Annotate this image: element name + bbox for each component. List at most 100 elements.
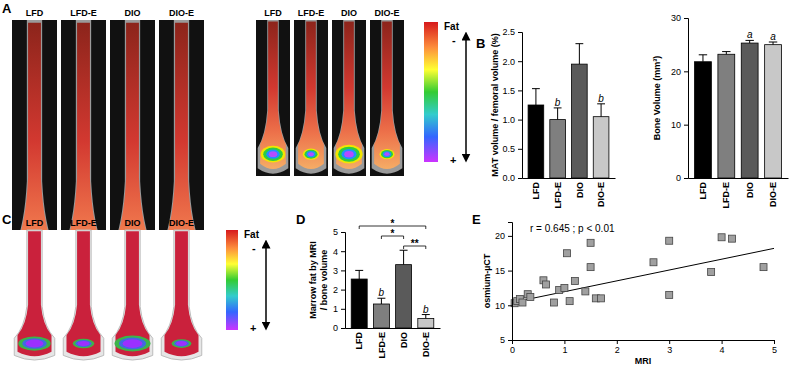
bone-image xyxy=(256,20,290,176)
tick-mark xyxy=(518,90,522,91)
fat-region xyxy=(383,151,391,157)
tick-label: 5 xyxy=(333,227,338,237)
bone xyxy=(296,20,327,174)
point xyxy=(543,281,550,288)
axis-line xyxy=(513,341,775,345)
error-bar xyxy=(597,104,605,117)
scatter-chart: 5101520012345MRIr = 0.645 ; p < 0.01 xyxy=(495,223,777,366)
tick-mark xyxy=(684,178,688,179)
tick-mark xyxy=(341,290,345,291)
bone xyxy=(372,20,403,174)
marrow-overlay xyxy=(260,22,286,170)
y-axis: 0.00.51.01.52.02.5 xyxy=(502,27,522,183)
point xyxy=(666,291,673,298)
fat-region xyxy=(304,150,317,159)
axis-line xyxy=(346,328,441,329)
fat-region xyxy=(174,340,189,347)
bar xyxy=(593,117,609,178)
error-bar xyxy=(769,42,777,45)
bar xyxy=(741,43,758,178)
tick-mark xyxy=(684,125,688,126)
axis-title: Bone Volume (mm³) xyxy=(652,56,662,140)
error-bar xyxy=(745,40,753,43)
tick-mark xyxy=(341,309,345,310)
fat-region xyxy=(115,336,151,352)
tick-label: LFD xyxy=(698,182,708,200)
image-label: LFD xyxy=(26,218,44,228)
tick: 0 xyxy=(676,173,688,183)
fat-region xyxy=(18,336,50,350)
marrow-overlay xyxy=(164,231,198,356)
point xyxy=(598,295,605,302)
bars xyxy=(528,44,609,178)
tick-mark xyxy=(518,32,522,33)
tick-label: LFD-E xyxy=(553,182,563,209)
colorbar-top: - xyxy=(252,242,256,254)
fat-region xyxy=(119,338,146,350)
image-label: LFD-E xyxy=(298,8,325,18)
fat-region xyxy=(22,338,46,349)
point xyxy=(527,293,534,300)
image-label: LFD-E xyxy=(70,8,97,18)
tick-label: 20 xyxy=(671,67,681,77)
image-background xyxy=(61,230,106,362)
image-label: DIO-E xyxy=(169,218,194,228)
y-axis: 0102030 xyxy=(671,13,689,183)
fat-region xyxy=(123,339,143,348)
tick-label: 0.0 xyxy=(502,173,515,183)
bar xyxy=(418,318,434,328)
tick-label: DIO xyxy=(399,332,409,348)
tick-mark xyxy=(669,340,670,344)
tick: 2.5 xyxy=(502,27,522,37)
fat-region xyxy=(307,151,316,157)
colorbar-bottom: + xyxy=(250,322,256,334)
fat-region xyxy=(342,149,357,159)
bar xyxy=(718,54,735,178)
bar xyxy=(351,279,367,328)
tick: 30 xyxy=(671,13,688,23)
tick-label: 1.0 xyxy=(502,115,515,125)
axis-title: MAT volume / femoral volume (%) xyxy=(490,33,500,176)
point xyxy=(519,299,526,306)
bone-image xyxy=(110,230,155,362)
colorbar-arrow xyxy=(465,36,467,158)
panel-c: LFDLFD-EDIODIO-E xyxy=(12,218,204,362)
bone xyxy=(334,20,365,174)
bone-image xyxy=(370,20,404,176)
point xyxy=(561,284,568,291)
colorbar: Fat-+ xyxy=(226,229,266,334)
y-axis: 5101520 xyxy=(495,223,513,346)
tick-label: DIO xyxy=(745,182,755,198)
fat-region xyxy=(380,149,395,159)
image-background xyxy=(256,20,290,176)
bars xyxy=(351,250,434,328)
colorbar-title: Fat xyxy=(444,21,460,32)
bar xyxy=(373,304,389,328)
fat-region xyxy=(381,150,393,158)
tick-label: 5 xyxy=(772,345,777,355)
error-bar xyxy=(422,315,430,319)
bone-image xyxy=(12,230,57,362)
tick-label: 4 xyxy=(333,247,338,257)
colorbar: Fat-+ xyxy=(424,21,466,166)
trend-line xyxy=(512,248,774,302)
tick-label: DIO-E xyxy=(768,182,778,207)
image-background xyxy=(294,20,328,176)
bone-image xyxy=(61,230,106,362)
tick: 20 xyxy=(495,231,512,241)
fat-region xyxy=(269,151,278,157)
tick: 5 xyxy=(333,227,345,237)
tick-label: 30 xyxy=(671,13,681,23)
tick: LFD xyxy=(531,178,541,200)
tick-label: 2.5 xyxy=(502,27,515,37)
tick-label: LFD xyxy=(531,182,541,200)
bar-chart: 0102030LFDLFD-EDIODIO-Eaa xyxy=(671,13,789,208)
tick: LFD-E xyxy=(377,328,387,359)
tick: DIO-E xyxy=(768,178,778,207)
point xyxy=(571,278,578,285)
axis-line xyxy=(518,33,523,179)
bar xyxy=(695,62,712,178)
tick-label: 1 xyxy=(333,304,338,314)
points xyxy=(511,234,774,307)
bone xyxy=(258,20,289,174)
